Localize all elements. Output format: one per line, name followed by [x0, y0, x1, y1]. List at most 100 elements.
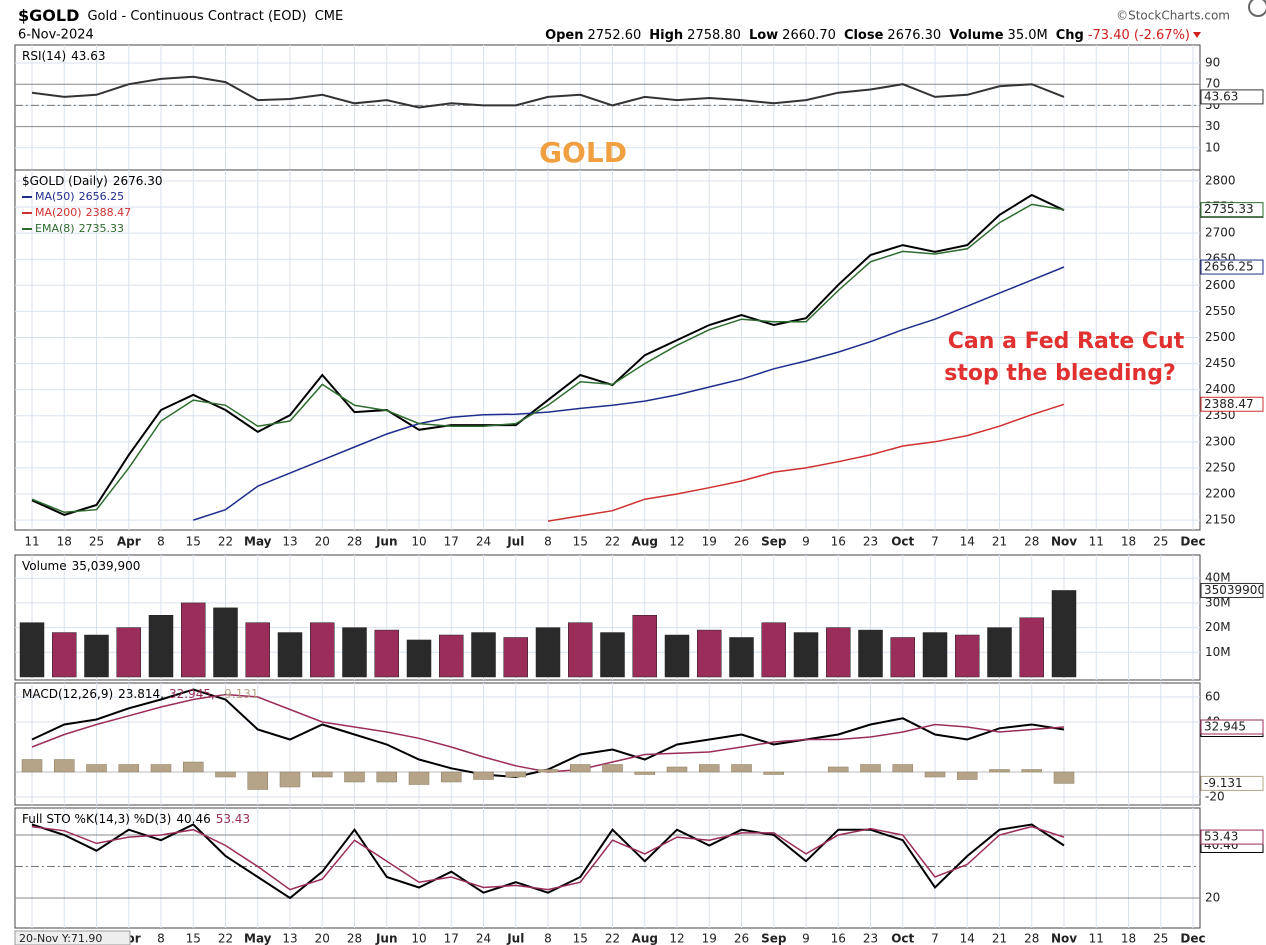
x-tick-label: Dec [1180, 932, 1205, 945]
panel-title: RSI(14) 43.63 [22, 49, 106, 63]
histogram-bar [989, 769, 1010, 773]
volume-bar [632, 615, 657, 678]
x-tick-label: 20 [315, 535, 330, 549]
x-tick-label: 23 [863, 535, 878, 549]
down-triangle [1193, 32, 1201, 38]
x-tick-label: 16 [831, 932, 846, 945]
readout-label: 32.945 [1204, 720, 1246, 734]
x-tick-label: Jul [506, 932, 524, 945]
volume-bar [181, 602, 206, 678]
title: Volume [22, 559, 67, 573]
histogram-bar [150, 764, 172, 773]
volume-bar [406, 639, 432, 678]
histogram-bar [699, 764, 720, 773]
y-tick-label: 2400 [1205, 382, 1236, 396]
title-readout: 2676.30 [113, 174, 163, 188]
histogram-bar [54, 759, 75, 773]
quote-value: 2660.70 [782, 28, 836, 43]
y-tick-label: 2800 [1205, 173, 1236, 187]
quote-label: Volume [949, 28, 1004, 43]
x-tick-label: May [244, 535, 272, 549]
histogram-bar [441, 771, 462, 783]
title-readout: 43.63 [71, 49, 105, 63]
x-tick-label: 8 [157, 932, 165, 945]
x-tick-label: Jun [375, 932, 398, 945]
readout-box [1200, 719, 1264, 735]
y-tick-label: 90 [1205, 56, 1220, 70]
legend-name: EMA(8) [35, 222, 75, 235]
series-line [31, 193, 1065, 516]
x-tick-label: 25 [89, 535, 104, 549]
x-tick-label: 28 [1024, 535, 1039, 549]
x-tick-label: 15 [573, 932, 588, 945]
x-tick-label: Apr [117, 535, 141, 549]
volume-bar [600, 632, 625, 678]
x-tick-label: 12 [669, 535, 684, 549]
x-tick-label: 10 [411, 932, 426, 945]
annotation: GOLD [539, 136, 627, 169]
separator: , [160, 687, 164, 701]
x-tick-label: 10 [411, 535, 426, 549]
x-tick-label: Sep [761, 535, 787, 549]
quote-label: Chg [1056, 28, 1084, 43]
title: $GOLD (Daily) [22, 174, 108, 188]
volume-bar [890, 637, 915, 678]
quote-label: Open [545, 28, 583, 43]
x-tick-label: 28 [347, 535, 362, 549]
histogram-bar [408, 771, 430, 785]
y-tick-label: 2700 [1205, 226, 1236, 240]
title: MACD(12,26,9) [22, 687, 113, 701]
readout-label: 43.63 [1204, 89, 1238, 103]
source: ©StockCharts.com [1116, 9, 1230, 23]
volume-bar [310, 622, 335, 678]
y-tick-label: 2500 [1205, 330, 1236, 344]
quote: Open 2752.60 High 2758.80 Low 2660.70 Close 267… [545, 28, 1190, 43]
y-tick-label: 20 [1205, 890, 1220, 904]
legend-readout: 53.43 [216, 812, 250, 826]
x-tick-label: 16 [831, 535, 846, 549]
x-tick-label: 21 [992, 932, 1007, 945]
y-tick-label: 20M [1205, 620, 1231, 634]
quote-value: 2676.30 [887, 28, 941, 43]
readout-label: 2656.25 [1204, 260, 1254, 274]
x-tick-label: 13 [282, 535, 297, 549]
x-tick-label: 28 [347, 932, 362, 945]
histogram-bar [376, 771, 397, 783]
volume-bar [439, 634, 464, 678]
symbol: $GOLD [18, 6, 79, 25]
volume-bar [148, 615, 174, 678]
histogram-bar [602, 764, 623, 773]
x-tick-label: 12 [669, 932, 684, 945]
legend-name: MA(200) [35, 206, 82, 219]
readout-box [1200, 89, 1264, 105]
x-tick-label: 17 [444, 535, 459, 549]
volume-bar [116, 627, 141, 678]
date: 6-Nov-2024 [18, 28, 94, 43]
close-icon[interactable] [1248, 0, 1266, 17]
histogram-bar [215, 771, 236, 778]
legend-name: MA(50) [35, 190, 75, 203]
histogram-bar [247, 771, 268, 790]
volume-bar [374, 629, 399, 678]
x-tick-label: 14 [960, 932, 975, 945]
volume-bar [52, 632, 77, 678]
x-tick-label: 25 [1153, 535, 1168, 549]
legend-readout: 40.46 [176, 812, 210, 826]
volume-bar [922, 632, 948, 678]
x-tick-label: 8 [157, 535, 165, 549]
x-tick-label: 22 [218, 932, 233, 945]
x-tick-label: 18 [1121, 535, 1136, 549]
y-tick-label: 2250 [1205, 460, 1236, 474]
x-tick-label: 15 [573, 535, 588, 549]
y-tick-label: 60 [1205, 690, 1220, 704]
quote-label: Low [749, 28, 778, 43]
series-line [31, 75, 1065, 109]
quote-value: -73.40 (-2.67%) [1088, 28, 1190, 43]
volume-bar [664, 634, 690, 678]
x-tick-label: 26 [734, 535, 749, 549]
histogram-bar [118, 764, 139, 773]
histogram-bar [666, 766, 688, 773]
series-line [31, 203, 1065, 514]
x-tick-label: 22 [605, 932, 620, 945]
